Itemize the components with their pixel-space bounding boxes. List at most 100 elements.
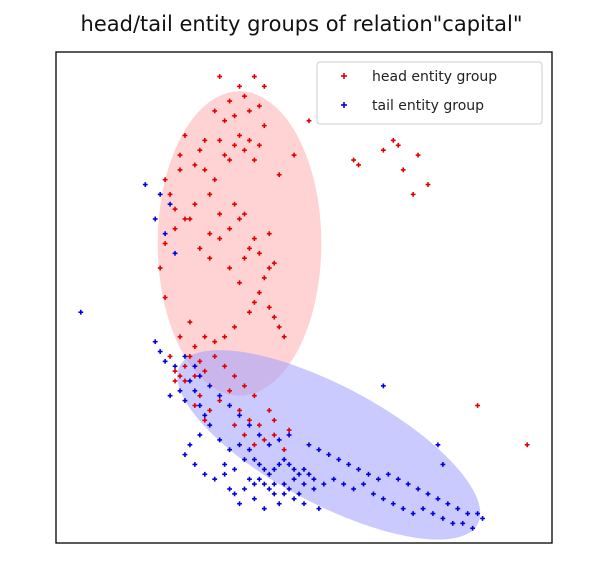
head-entity-group-point [227, 157, 232, 163]
head-entity-group-point [242, 255, 247, 261]
head-entity-group-point [172, 378, 178, 384]
tail-entity-group-point [187, 442, 193, 448]
tail-entity-group-point [405, 481, 411, 487]
head-entity-group-point [192, 201, 198, 207]
tail-entity-group-point [252, 496, 257, 502]
head-entity-group-point [207, 231, 213, 237]
head-entity-group-point [177, 167, 183, 173]
head-entity-group-point [197, 393, 203, 399]
tail-entity-group-point [346, 462, 352, 467]
tail-entity-group-point [281, 491, 287, 497]
tail-entity-group-point [152, 216, 158, 222]
tail-entity-group-point [286, 432, 292, 438]
head-entity-group-point [261, 83, 267, 89]
tail-entity-group-point [271, 491, 277, 497]
head-entity-group-point [197, 246, 203, 251]
tail-entity-group-point [440, 462, 446, 467]
head-entity-group-ellipse [157, 91, 322, 396]
head-entity-group-point [227, 98, 232, 104]
tail-entity-group-point [331, 476, 337, 482]
tail-entity-group-point [217, 393, 223, 399]
tail-entity-group-point [261, 481, 267, 487]
tail-entity-group-point [296, 471, 302, 477]
tail-entity-group-point [182, 398, 188, 404]
tail-entity-group-point [450, 520, 456, 526]
tail-entity-group-point [157, 191, 163, 197]
tail-entity-group-point [142, 182, 148, 187]
tail-entity-group-point [162, 231, 168, 237]
tail-entity-group-point [247, 476, 252, 482]
head-entity-group-point [400, 167, 406, 173]
tail-entity-group-point [232, 491, 237, 497]
tail-entity-group-point [232, 466, 237, 472]
head-entity-group-point [242, 93, 247, 99]
tail-entity-group-point [182, 354, 188, 359]
head-entity-group-point [266, 304, 272, 310]
head-entity-group-point [395, 142, 401, 148]
tail-entity-group-point [261, 466, 267, 472]
legend-marker-icon [341, 102, 347, 108]
head-entity-group-point [217, 211, 223, 217]
head-entity-group-point [256, 142, 262, 148]
tail-entity-group-point [470, 525, 476, 531]
head-entity-group-point [276, 172, 282, 178]
head-entity-group-point [247, 246, 252, 251]
tail-entity-group-point [351, 486, 356, 492]
tail-entity-group-point [197, 373, 203, 379]
head-entity-group-point [276, 324, 282, 330]
tail-entity-group-point [480, 516, 485, 521]
tail-entity-group-point [266, 486, 272, 492]
head-entity-group-point [212, 339, 218, 345]
tail-entity-group-point [167, 201, 173, 207]
head-entity-group-point [192, 403, 198, 408]
head-entity-group-point [256, 422, 262, 428]
head-entity-group-point [162, 241, 168, 246]
head-entity-group-point [197, 147, 203, 153]
head-entity-group-point [192, 373, 198, 379]
head-entity-group-point [187, 216, 193, 222]
head-entity-group-point [261, 437, 267, 443]
tail-entity-group-point [202, 471, 208, 477]
head-entity-group-point [232, 324, 237, 330]
legend-marker-head-entity-group [341, 73, 347, 79]
head-entity-group-point [261, 275, 267, 281]
head-entity-group-point [217, 74, 223, 79]
head-entity-group-point [212, 354, 218, 359]
head-entity-group-point [172, 206, 178, 212]
tail-entity-group-point [306, 471, 312, 477]
tail-entity-group-point [301, 501, 307, 507]
head-entity-group-point [256, 103, 262, 109]
head-entity-group-point [271, 260, 277, 266]
tail-entity-group-point [197, 432, 203, 438]
tail-entity-group-point [252, 481, 257, 487]
head-entity-group-point [167, 191, 173, 197]
tail-entity-group-point [271, 481, 277, 487]
head-entity-group-point [390, 137, 396, 143]
tail-entity-group-point [242, 486, 247, 492]
head-entity-group-point [380, 147, 386, 153]
tail-entity-group-point [192, 363, 198, 369]
tail-entity-group-point [271, 466, 277, 472]
head-entity-group-point [232, 422, 237, 428]
tail-entity-group-point [371, 491, 376, 497]
head-entity-group-point [182, 216, 188, 222]
head-entity-group-point [202, 368, 208, 374]
head-entity-group-point [172, 226, 178, 232]
head-entity-group-point [475, 403, 480, 408]
tail-entity-group-point [301, 466, 307, 472]
tail-entity-group-point [321, 481, 327, 487]
tail-entity-group-point [425, 491, 431, 497]
tail-entity-group-point [172, 363, 178, 369]
head-entity-group-point [222, 152, 228, 158]
head-entity-group-point [212, 108, 218, 114]
tail-entity-group-point [376, 476, 381, 482]
head-entity-group-point [252, 393, 257, 399]
tail-entity-group-point [222, 462, 228, 467]
head-entity-group-point [237, 83, 242, 89]
tail-entity-group-point [336, 457, 342, 462]
tail-entity-group-point [157, 349, 163, 354]
head-entity-group-point [157, 265, 163, 271]
data-points [78, 74, 530, 531]
head-entity-group-point [232, 373, 237, 379]
head-entity-group-point [252, 74, 257, 79]
